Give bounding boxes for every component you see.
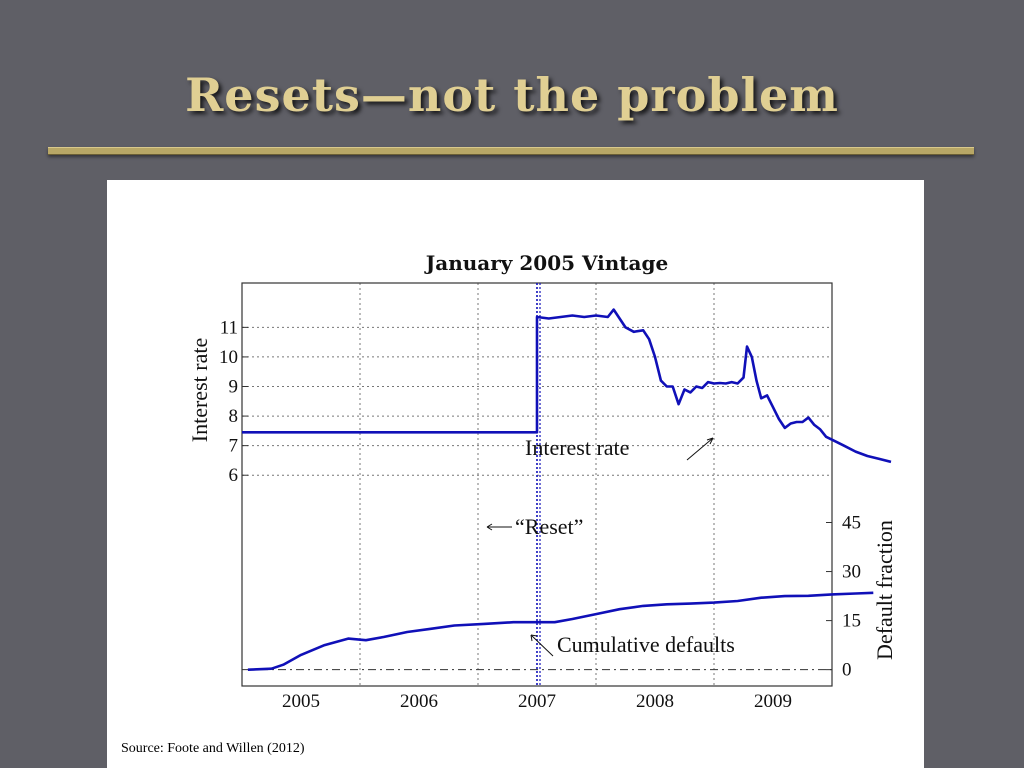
chart-svg: January 2005 Vintage 2005 2006 2007 2008 200… [187,251,897,712]
x-tick-label: 2009 [754,691,792,712]
x-tick-label: 2008 [636,691,674,712]
y-left-tick-label: 11 [220,317,238,338]
annotation-arrow-defaults [530,634,554,657]
y-right-tick-label: 30 [842,562,861,583]
y-left-tick-label: 10 [219,347,238,368]
y-right-tick-label: 45 [842,513,861,534]
annotation-arrowhead-reset [486,523,493,531]
chart-figure-panel: January 2005 Vintage 2005 2006 2007 2008 200… [107,180,924,768]
annotation-interest-rate: Interest rate [525,435,629,460]
cumulative-defaults-line [247,591,874,671]
x-tick-label: 2005 [282,691,320,712]
x-tick-label: 2006 [400,691,438,712]
source-note: Source: Foote and Willen (2012) [121,741,305,756]
title-divider [48,147,974,155]
y-left-tick-label: 7 [229,436,239,457]
y-right-tick-labels: 0 15 30 45 [826,513,861,681]
x-tick-labels: 2005 2006 2007 2008 2009 [282,691,792,712]
y-right-axis-label: Default fraction [872,520,897,660]
reset-marker-layer [536,283,541,686]
annotation-arrow-interest-rate [686,437,714,461]
x-tick-label: 2007 [518,691,556,712]
y-left-axis-label: Interest rate [187,338,212,442]
y-left-tick-labels: 6 7 8 9 10 11 [219,317,248,486]
y-left-tick-label: 9 [229,377,239,398]
y-right-tick-label: 15 [842,611,861,632]
annotation-arrowhead-interest-rate [706,437,714,445]
annotation-arrowhead-defaults [530,634,538,642]
annotation-reset: “Reset” [515,514,583,539]
chart-title: January 2005 Vintage [424,251,668,275]
interest-rate-line [242,308,892,464]
y-right-tick-label: 0 [842,660,852,681]
annotation-cumulative-defaults: Cumulative defaults [557,632,735,657]
y-left-tick-label: 6 [229,465,239,486]
slide-title: Resets—not the problem [185,68,839,122]
y-left-tick-label: 8 [229,406,239,427]
annotation-layer: Interest rate “Reset” Cumulative default… [486,435,735,657]
series-layer [242,308,892,671]
